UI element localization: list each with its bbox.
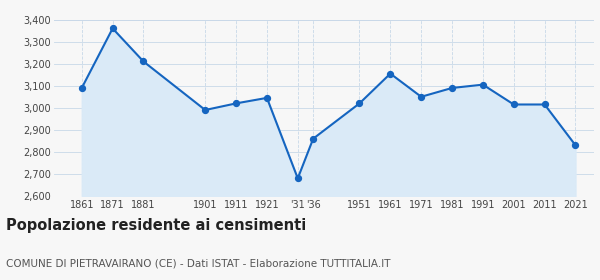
Point — [200, 108, 210, 112]
Point — [540, 102, 550, 107]
Point — [308, 136, 318, 141]
Point — [571, 143, 580, 148]
Point — [416, 95, 426, 99]
Text: Popolazione residente ai censimenti: Popolazione residente ai censimenti — [6, 218, 306, 233]
Text: COMUNE DI PIETRAVAIRANO (CE) - Dati ISTAT - Elaborazione TUTTITALIA.IT: COMUNE DI PIETRAVAIRANO (CE) - Dati ISTA… — [6, 258, 391, 268]
Point — [509, 102, 518, 107]
Point — [386, 71, 395, 76]
Point — [139, 59, 148, 64]
Point — [262, 96, 272, 100]
Point — [447, 86, 457, 90]
Point — [478, 82, 488, 87]
Point — [355, 101, 364, 106]
Point — [77, 86, 86, 90]
Point — [108, 26, 118, 31]
Point — [231, 101, 241, 106]
Point — [293, 176, 302, 181]
